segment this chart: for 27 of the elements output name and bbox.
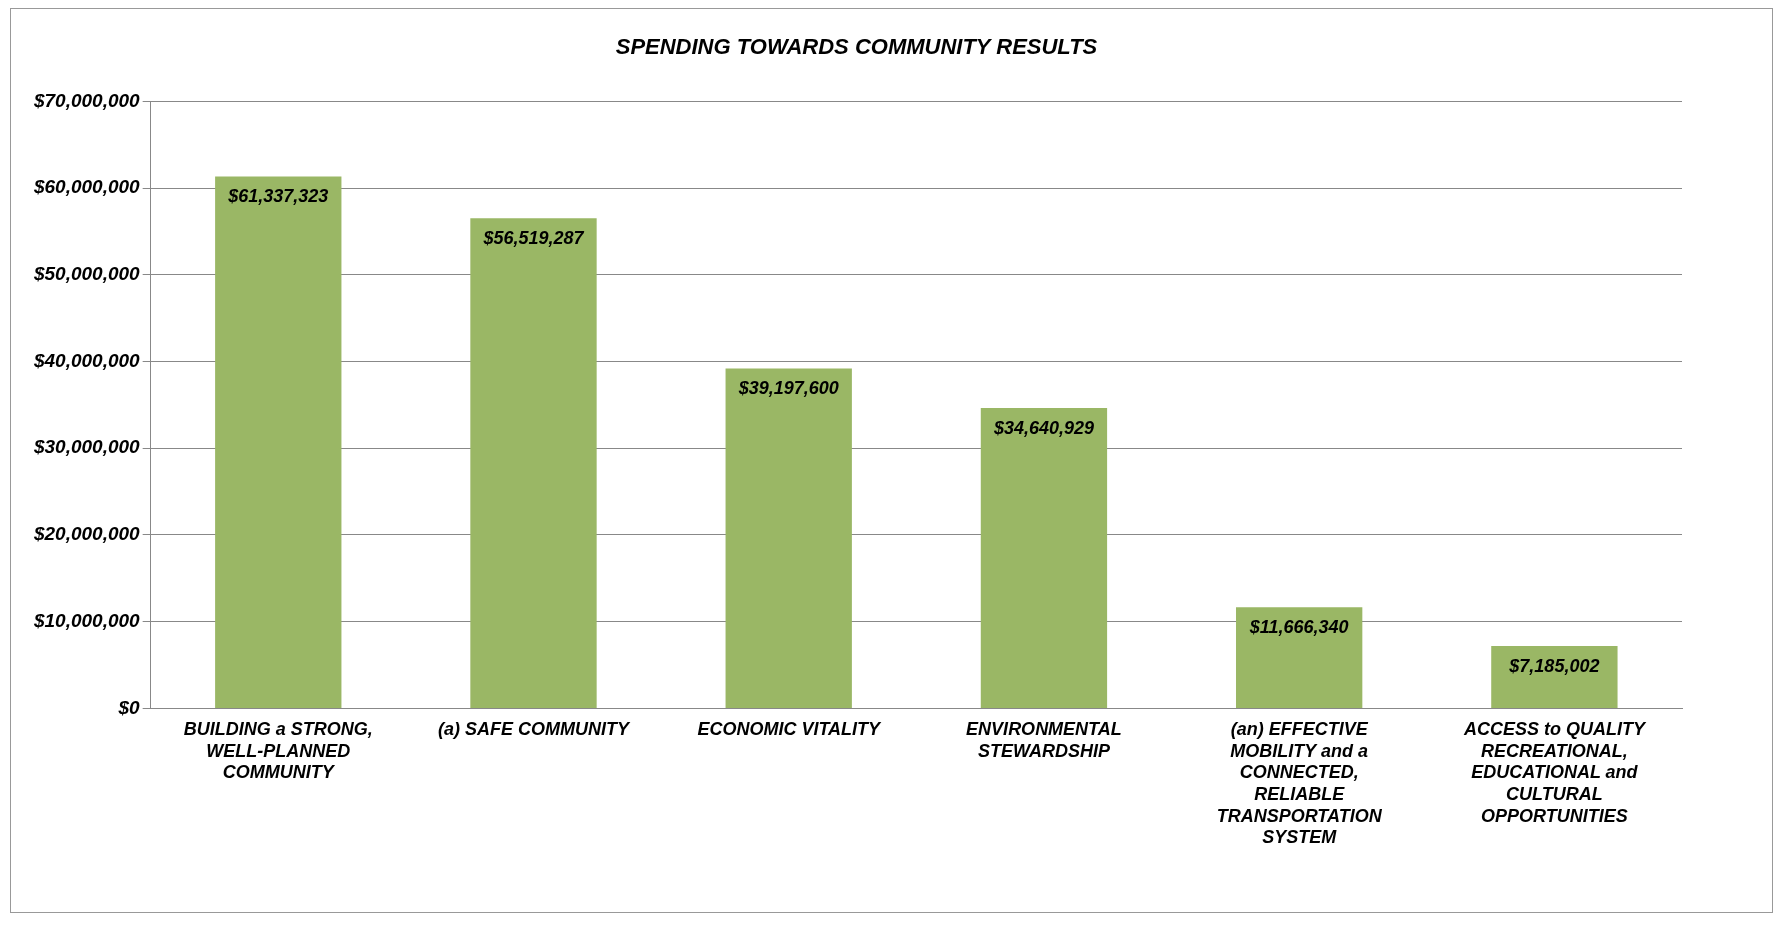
bar	[215, 176, 342, 708]
data-label: $56,519,287	[482, 228, 585, 249]
bar	[1236, 607, 1363, 708]
y-tick-label: $10,000,000	[32, 609, 141, 631]
y-tick-label: $60,000,000	[32, 176, 141, 198]
x-tick-label: ACCESS to QUALITY RECREATIONAL, EDUCATIONAL and CULTURAL OPPORTUNITIES	[1462, 719, 1647, 826]
data-label: $34,640,929	[992, 417, 1094, 438]
data-label: $11,666,340	[1248, 617, 1349, 638]
chart-title: SPENDING TOWARDS COMMUNITY RESULTS	[615, 34, 1098, 60]
bar	[470, 218, 597, 708]
y-tick-label: $30,000,000	[32, 436, 141, 458]
y-tick-label: $20,000,000	[32, 523, 141, 545]
bar	[980, 408, 1108, 708]
x-tick-label: ENVIRONMENTAL STEWARDSHIP	[966, 719, 1122, 761]
y-tick-label: $70,000,000	[32, 89, 141, 111]
y-tick-label: $0	[117, 696, 141, 718]
x-tick-label: BUILDING a STRONG, WELL-PLANNED COMMUNITY	[183, 719, 373, 783]
bar	[725, 368, 852, 708]
x-tick-label: (a) SAFE COMMUNITY	[437, 719, 631, 740]
x-tick-label: ECONOMIC VITALITY	[697, 719, 883, 740]
x-tick-label: (an) EFFECTIVE MOBILITY and a CONNECTED, RELIABLE TRANSPORTATION SYSTEM	[1216, 719, 1383, 848]
y-tick-label: $40,000,000	[32, 349, 141, 371]
bar	[1491, 646, 1618, 708]
data-label: $39,197,600	[737, 378, 839, 399]
y-tick-label: $50,000,000	[32, 263, 141, 285]
data-label: $61,337,323	[227, 186, 329, 207]
data-label: $7,185,002	[1508, 656, 1600, 677]
